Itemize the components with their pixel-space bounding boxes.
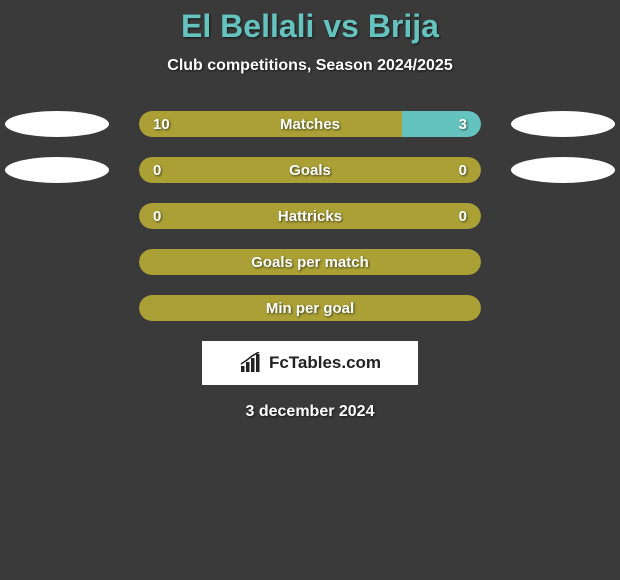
player-avatar-left — [5, 157, 109, 183]
stat-row: Min per goal — [0, 295, 620, 321]
chart-icon — [239, 352, 263, 374]
comparison-widget: El Bellali vs Brija Club competitions, S… — [0, 0, 620, 421]
stat-label: Goals — [139, 157, 481, 183]
stat-bar: Goals per match — [139, 249, 481, 275]
date-text: 3 december 2024 — [0, 403, 620, 421]
stat-bar: 00Hattricks — [139, 203, 481, 229]
subtitle: Club competitions, Season 2024/2025 — [0, 57, 620, 75]
brand-logo[interactable]: FcTables.com — [202, 341, 418, 385]
player-avatar-right — [511, 111, 615, 137]
stat-label: Matches — [139, 111, 481, 137]
brand-text: FcTables.com — [269, 353, 381, 373]
stat-row: 00Hattricks — [0, 203, 620, 229]
stat-label: Min per goal — [139, 295, 481, 321]
stat-label: Goals per match — [139, 249, 481, 275]
stat-bar: 103Matches — [139, 111, 481, 137]
stat-bar: 00Goals — [139, 157, 481, 183]
stats-rows: 103Matches 00Goals 00Hattricks Goals per ma… — [0, 111, 620, 321]
player-avatar-right — [511, 157, 615, 183]
stat-bar: Min per goal — [139, 295, 481, 321]
stat-row: 00Goals — [0, 157, 620, 183]
page-title: El Bellali vs Brija — [0, 8, 620, 45]
stat-label: Hattricks — [139, 203, 481, 229]
stat-row: Goals per match — [0, 249, 620, 275]
stat-row: 103Matches — [0, 111, 620, 137]
player-avatar-left — [5, 111, 109, 137]
